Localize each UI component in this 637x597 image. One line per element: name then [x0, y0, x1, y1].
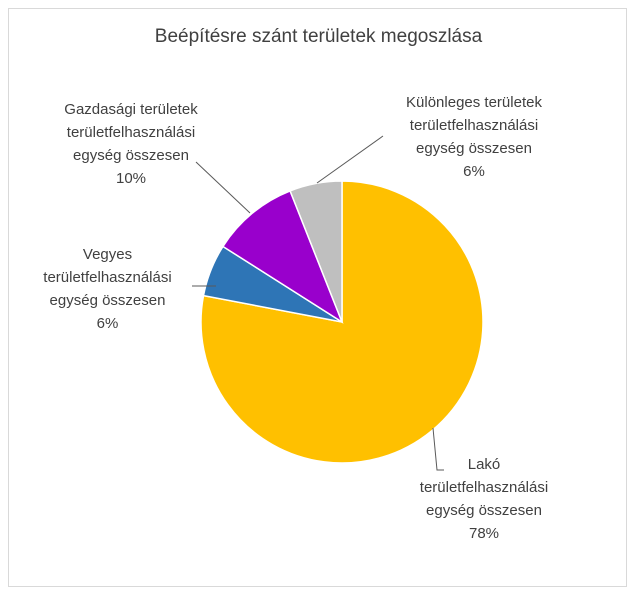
category-label: Különleges területek területfelhasználás… — [406, 94, 542, 157]
data-label: Vegyes területfelhasználási egység össze… — [25, 243, 190, 335]
value-label: 6% — [96, 315, 119, 332]
data-label: Különleges területek területfelhasználás… — [390, 91, 558, 183]
category-label: Vegyes területfelhasználási egység össze… — [43, 246, 172, 309]
leader-line — [316, 135, 384, 184]
category-label: Gazdasági területek területfelhasználási… — [64, 101, 198, 164]
data-label: Gazdasági területek területfelhasználási… — [45, 98, 217, 190]
category-label: Lakó területfelhasználási egység összese… — [419, 456, 549, 519]
leader-line — [195, 161, 251, 214]
pie-slice — [289, 180, 343, 323]
leader-line — [432, 427, 444, 471]
value-label: 10% — [115, 170, 147, 187]
chart-frame — [8, 8, 627, 587]
value-label: 78% — [468, 525, 500, 542]
value-label: 6% — [463, 163, 485, 180]
chart-title: Beépítésre szánt területek megoszlása — [154, 26, 483, 47]
pie-slice — [221, 189, 344, 324]
data-label: Lakó területfelhasználási egység összese… — [404, 453, 564, 545]
